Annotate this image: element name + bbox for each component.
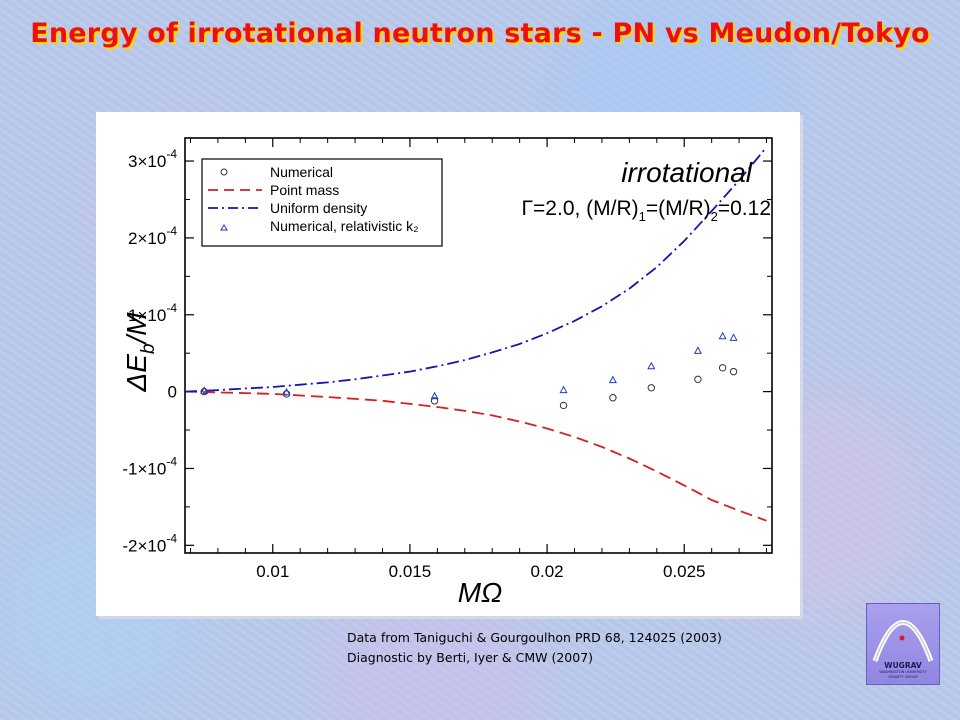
irrotational-annotation: irrotational xyxy=(621,157,753,188)
logo-text: WUGRAV xyxy=(884,661,922,670)
legend: Numerical Point mass Uniform density Num… xyxy=(201,158,443,247)
logo-arch-icon xyxy=(872,620,934,662)
credits: Data from Taniguchi & Gourgoulhon PRD 68… xyxy=(347,628,722,668)
relativistic-k2-point xyxy=(282,387,291,396)
numerical-point xyxy=(694,375,702,384)
legend-box xyxy=(201,158,443,247)
x-axis-label: MΩ xyxy=(458,577,503,608)
x-tick-label: 0.025 xyxy=(663,562,706,581)
relativistic-k2-point xyxy=(200,386,209,394)
figure-panel: 0.01 0.015 0.02 0.025 -2×10-4 -1×10-4 0 1×10-4 2… xyxy=(96,112,800,616)
x-tick-label: 0.01 xyxy=(256,562,289,581)
relativistic-k2-point xyxy=(608,375,617,384)
parameters-annotation: Γ=2.0, (M/R)1=(M/R)2=0.12 xyxy=(521,197,771,224)
relativistic-k2-point xyxy=(718,331,727,340)
x-tick-label: 0.02 xyxy=(531,562,564,581)
y-tick-label: -1×10-4 xyxy=(122,454,177,478)
credit-data-source: Data from Taniguchi & Gourgoulhon PRD 68… xyxy=(347,630,722,645)
logo-subtext-line1: WASHINGTON UNIVERSITY xyxy=(879,670,927,674)
y-axis-label: ΔEb/M xyxy=(121,312,159,393)
slide-title: Energy of irrotational neutron stars - P… xyxy=(30,18,930,49)
y-tick-label: 1×10-4 xyxy=(128,301,177,325)
plot-series xyxy=(185,146,768,522)
y-tick-label: -2×10-4 xyxy=(122,531,177,555)
relativistic-k2-point xyxy=(693,346,702,354)
y-tick-label: 3×10-4 xyxy=(128,147,177,171)
legend-relativistic-label: Numerical, relativistic k₂ xyxy=(270,218,419,234)
series-line-uniform-density xyxy=(185,146,768,393)
axis-ticks: 0.01 0.015 0.02 0.025 -2×10-4 -1×10-4 0 1×10-4 2… xyxy=(122,138,772,581)
legend-point-mass-label: Point mass xyxy=(270,182,339,198)
relativistic-k2-point xyxy=(729,333,738,341)
y-tick-label: 0 xyxy=(168,383,177,402)
numerical-point xyxy=(609,394,617,402)
numerical-point xyxy=(718,364,727,372)
numerical-point xyxy=(647,384,656,392)
legend-relativistic-marker xyxy=(220,224,228,231)
credit-diagnostic: Diagnostic by Berti, Iyer & CMW (2007) xyxy=(347,650,594,665)
x-tick-label: 0.015 xyxy=(389,562,432,581)
legend-numerical-marker xyxy=(220,168,228,176)
logo-subtext-line2: GRAVITY GROUP xyxy=(888,674,918,679)
numerical-point xyxy=(430,397,439,405)
numerical-point xyxy=(559,401,568,410)
relativistic-k2-point xyxy=(559,385,568,394)
relativistic-k2-point xyxy=(647,361,656,370)
energy-plot: 0.01 0.015 0.02 0.025 -2×10-4 -1×10-4 0 1×10-4 2… xyxy=(121,137,773,608)
legend-uniform-density-label: Uniform density xyxy=(270,200,367,216)
logo-subtext: WASHINGTON UNIVERSITY GRAVITY GROUP xyxy=(867,670,939,679)
numerical-point xyxy=(729,367,738,376)
legend-numerical-label: Numerical xyxy=(270,164,333,180)
y-tick-label: 2×10-4 xyxy=(128,224,177,248)
wugrav-logo: WUGRAV WASHINGTON UNIVERSITY GRAVITY GRO… xyxy=(866,603,940,685)
relativistic-k2-point xyxy=(430,391,439,400)
